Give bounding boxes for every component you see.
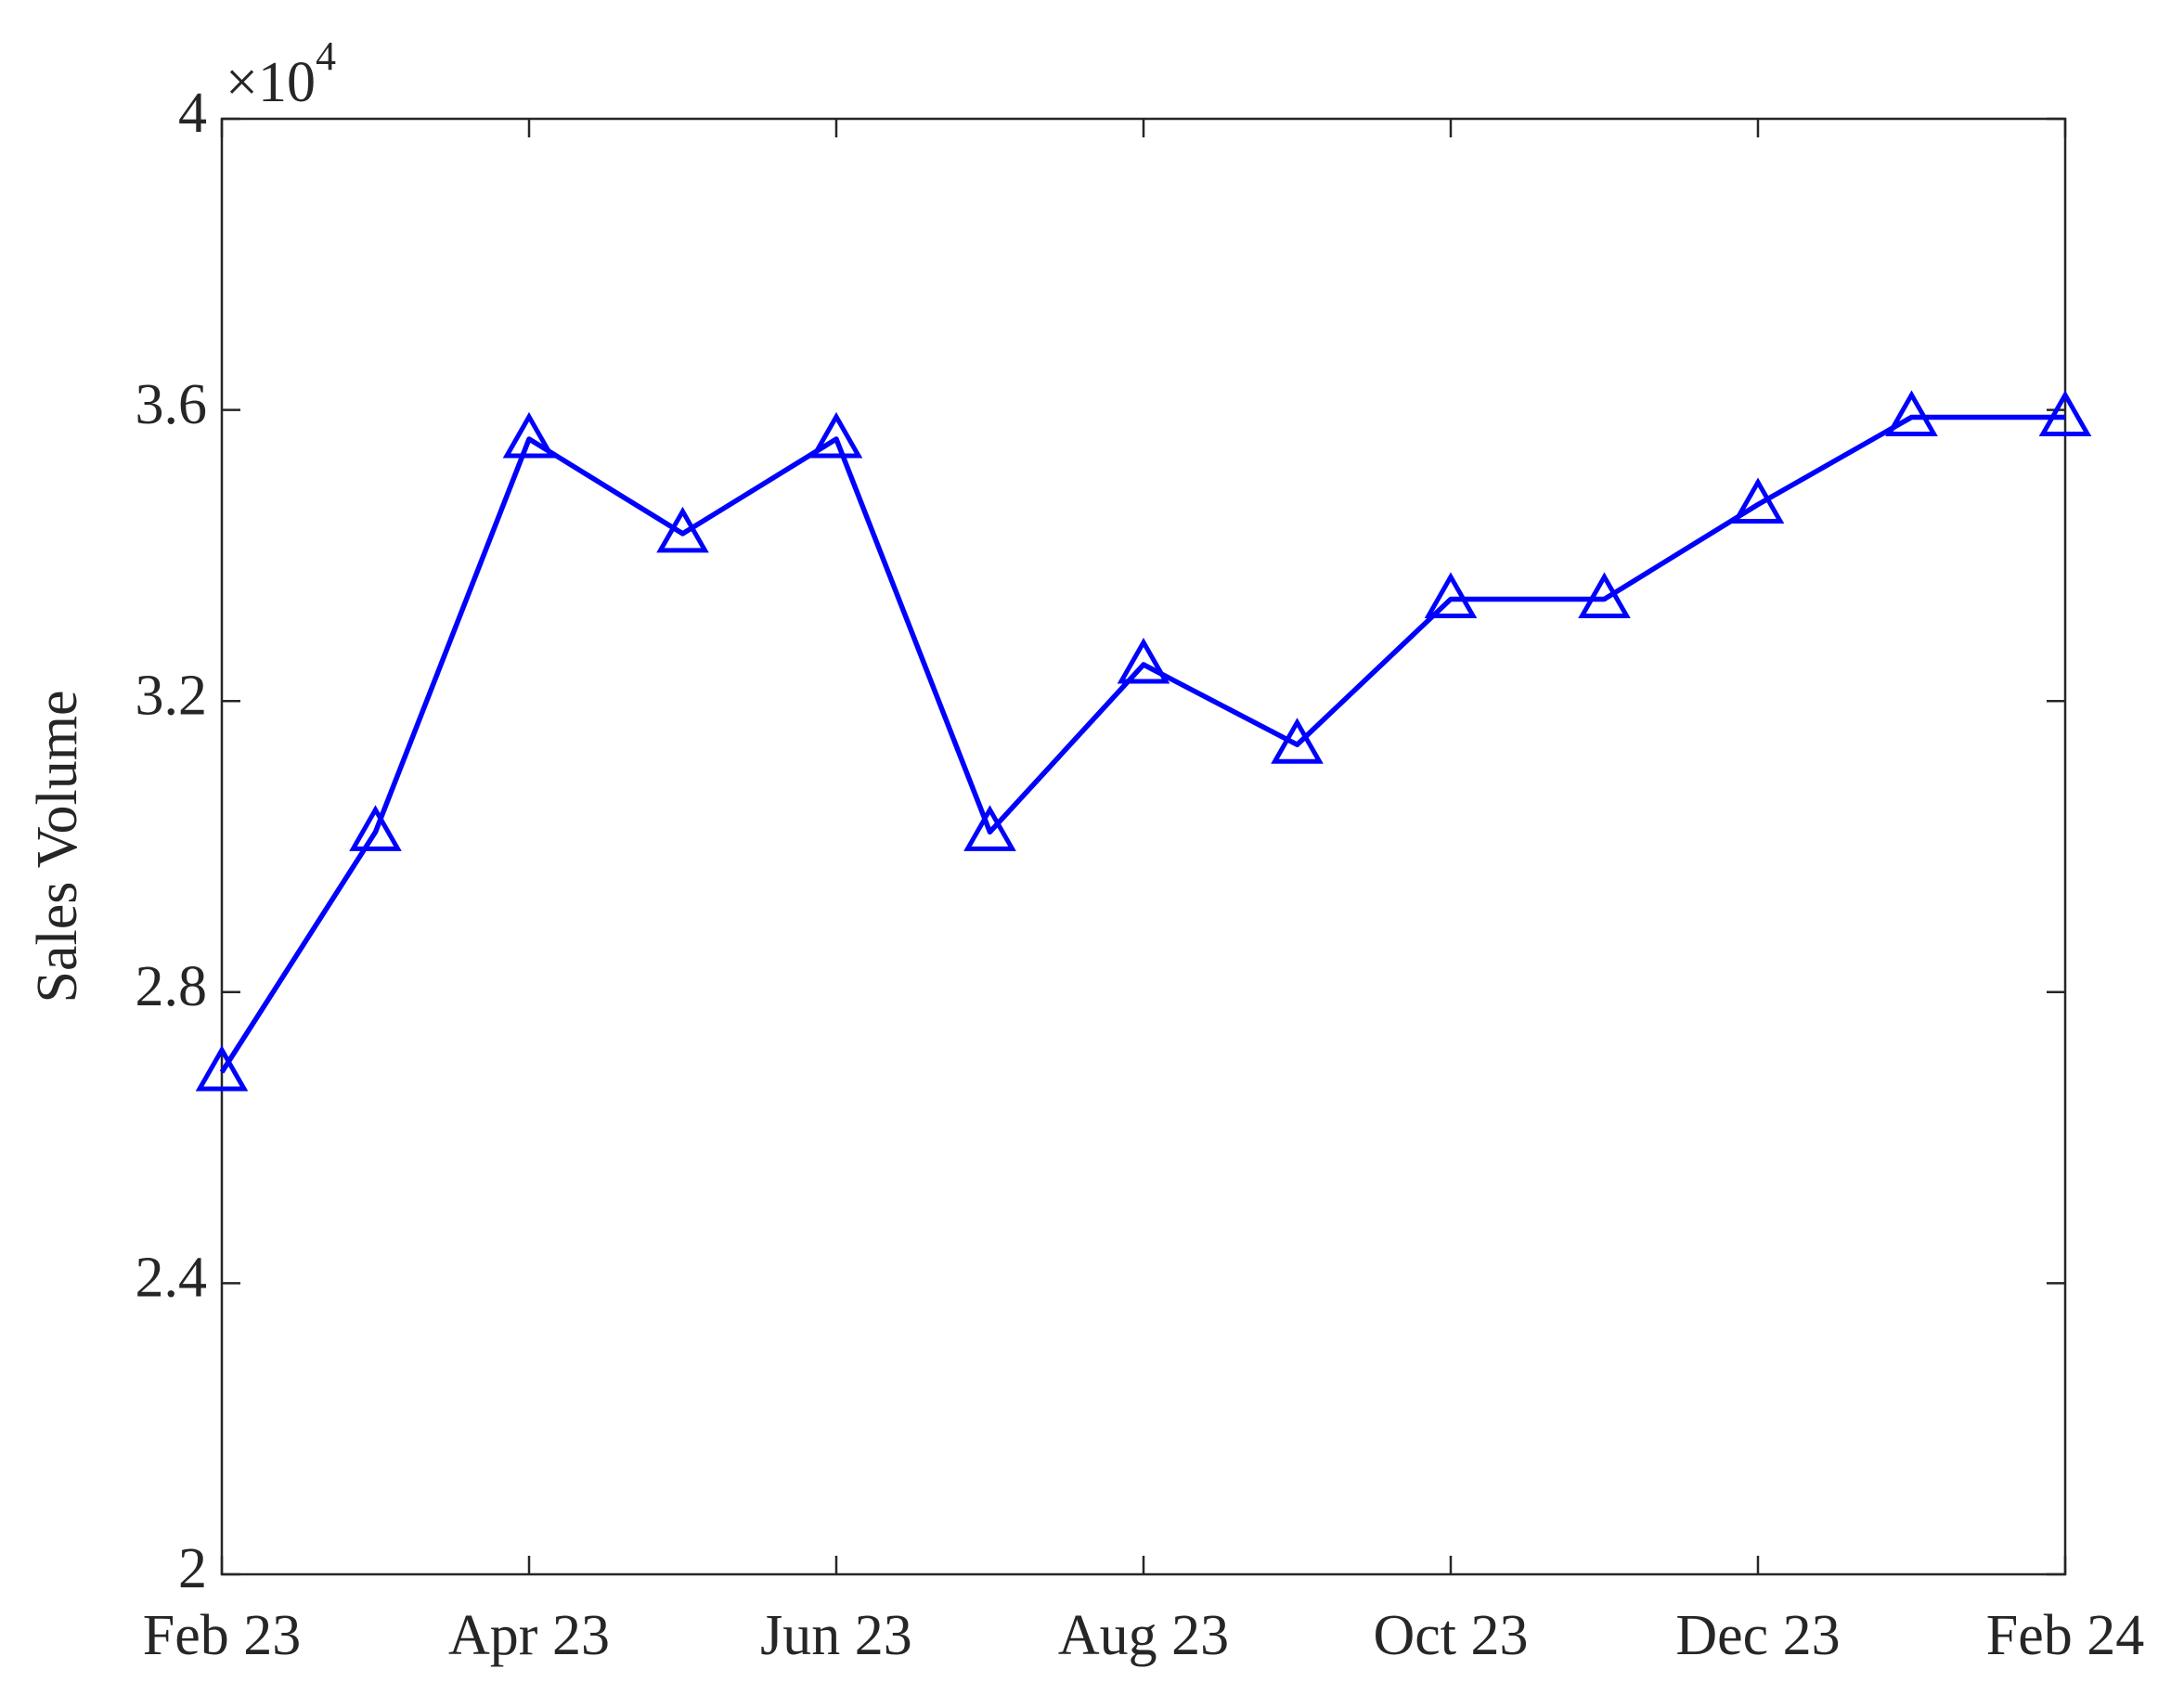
marker [1731,477,1785,524]
multiplier-exponent: 4 [316,33,336,79]
marker [963,805,1016,851]
y-tick-label: 3.6 [136,373,208,436]
plot-frame [220,117,2067,1576]
marker [1117,637,1170,684]
line [219,414,2065,1074]
x-tick-label: Oct 23 [1373,1604,1528,1667]
y-tick-label: 2.8 [136,955,208,1018]
y-tick-label: 3.2 [136,664,208,727]
y-multiplier: ×104 [226,33,336,114]
x-tick-label: Aug 23 [1058,1604,1229,1667]
marker [1578,572,1631,618]
marker [1885,390,1938,436]
x-tick-label: Dec 23 [1675,1604,1840,1667]
multiplier-base: ×10 [226,51,316,114]
x-tick-label: Jun 23 [760,1604,912,1667]
marker [1271,718,1324,764]
y-tick-label: 4 [178,82,207,145]
marker [195,1045,249,1092]
y-tick-label: 2.4 [136,1247,208,1310]
x-tick-label: Feb 23 [143,1604,302,1667]
marker [809,411,863,459]
marker [349,805,402,851]
marker [2038,390,2092,436]
x-tick-label: Apr 23 [448,1604,610,1667]
x-tick-label: Feb 24 [1986,1604,2145,1667]
marker [1424,572,1478,618]
marker [502,411,556,459]
y-axis-label: Sales Volume [26,690,89,1003]
y-tick-label: 2 [178,1537,207,1600]
marker [656,506,709,553]
